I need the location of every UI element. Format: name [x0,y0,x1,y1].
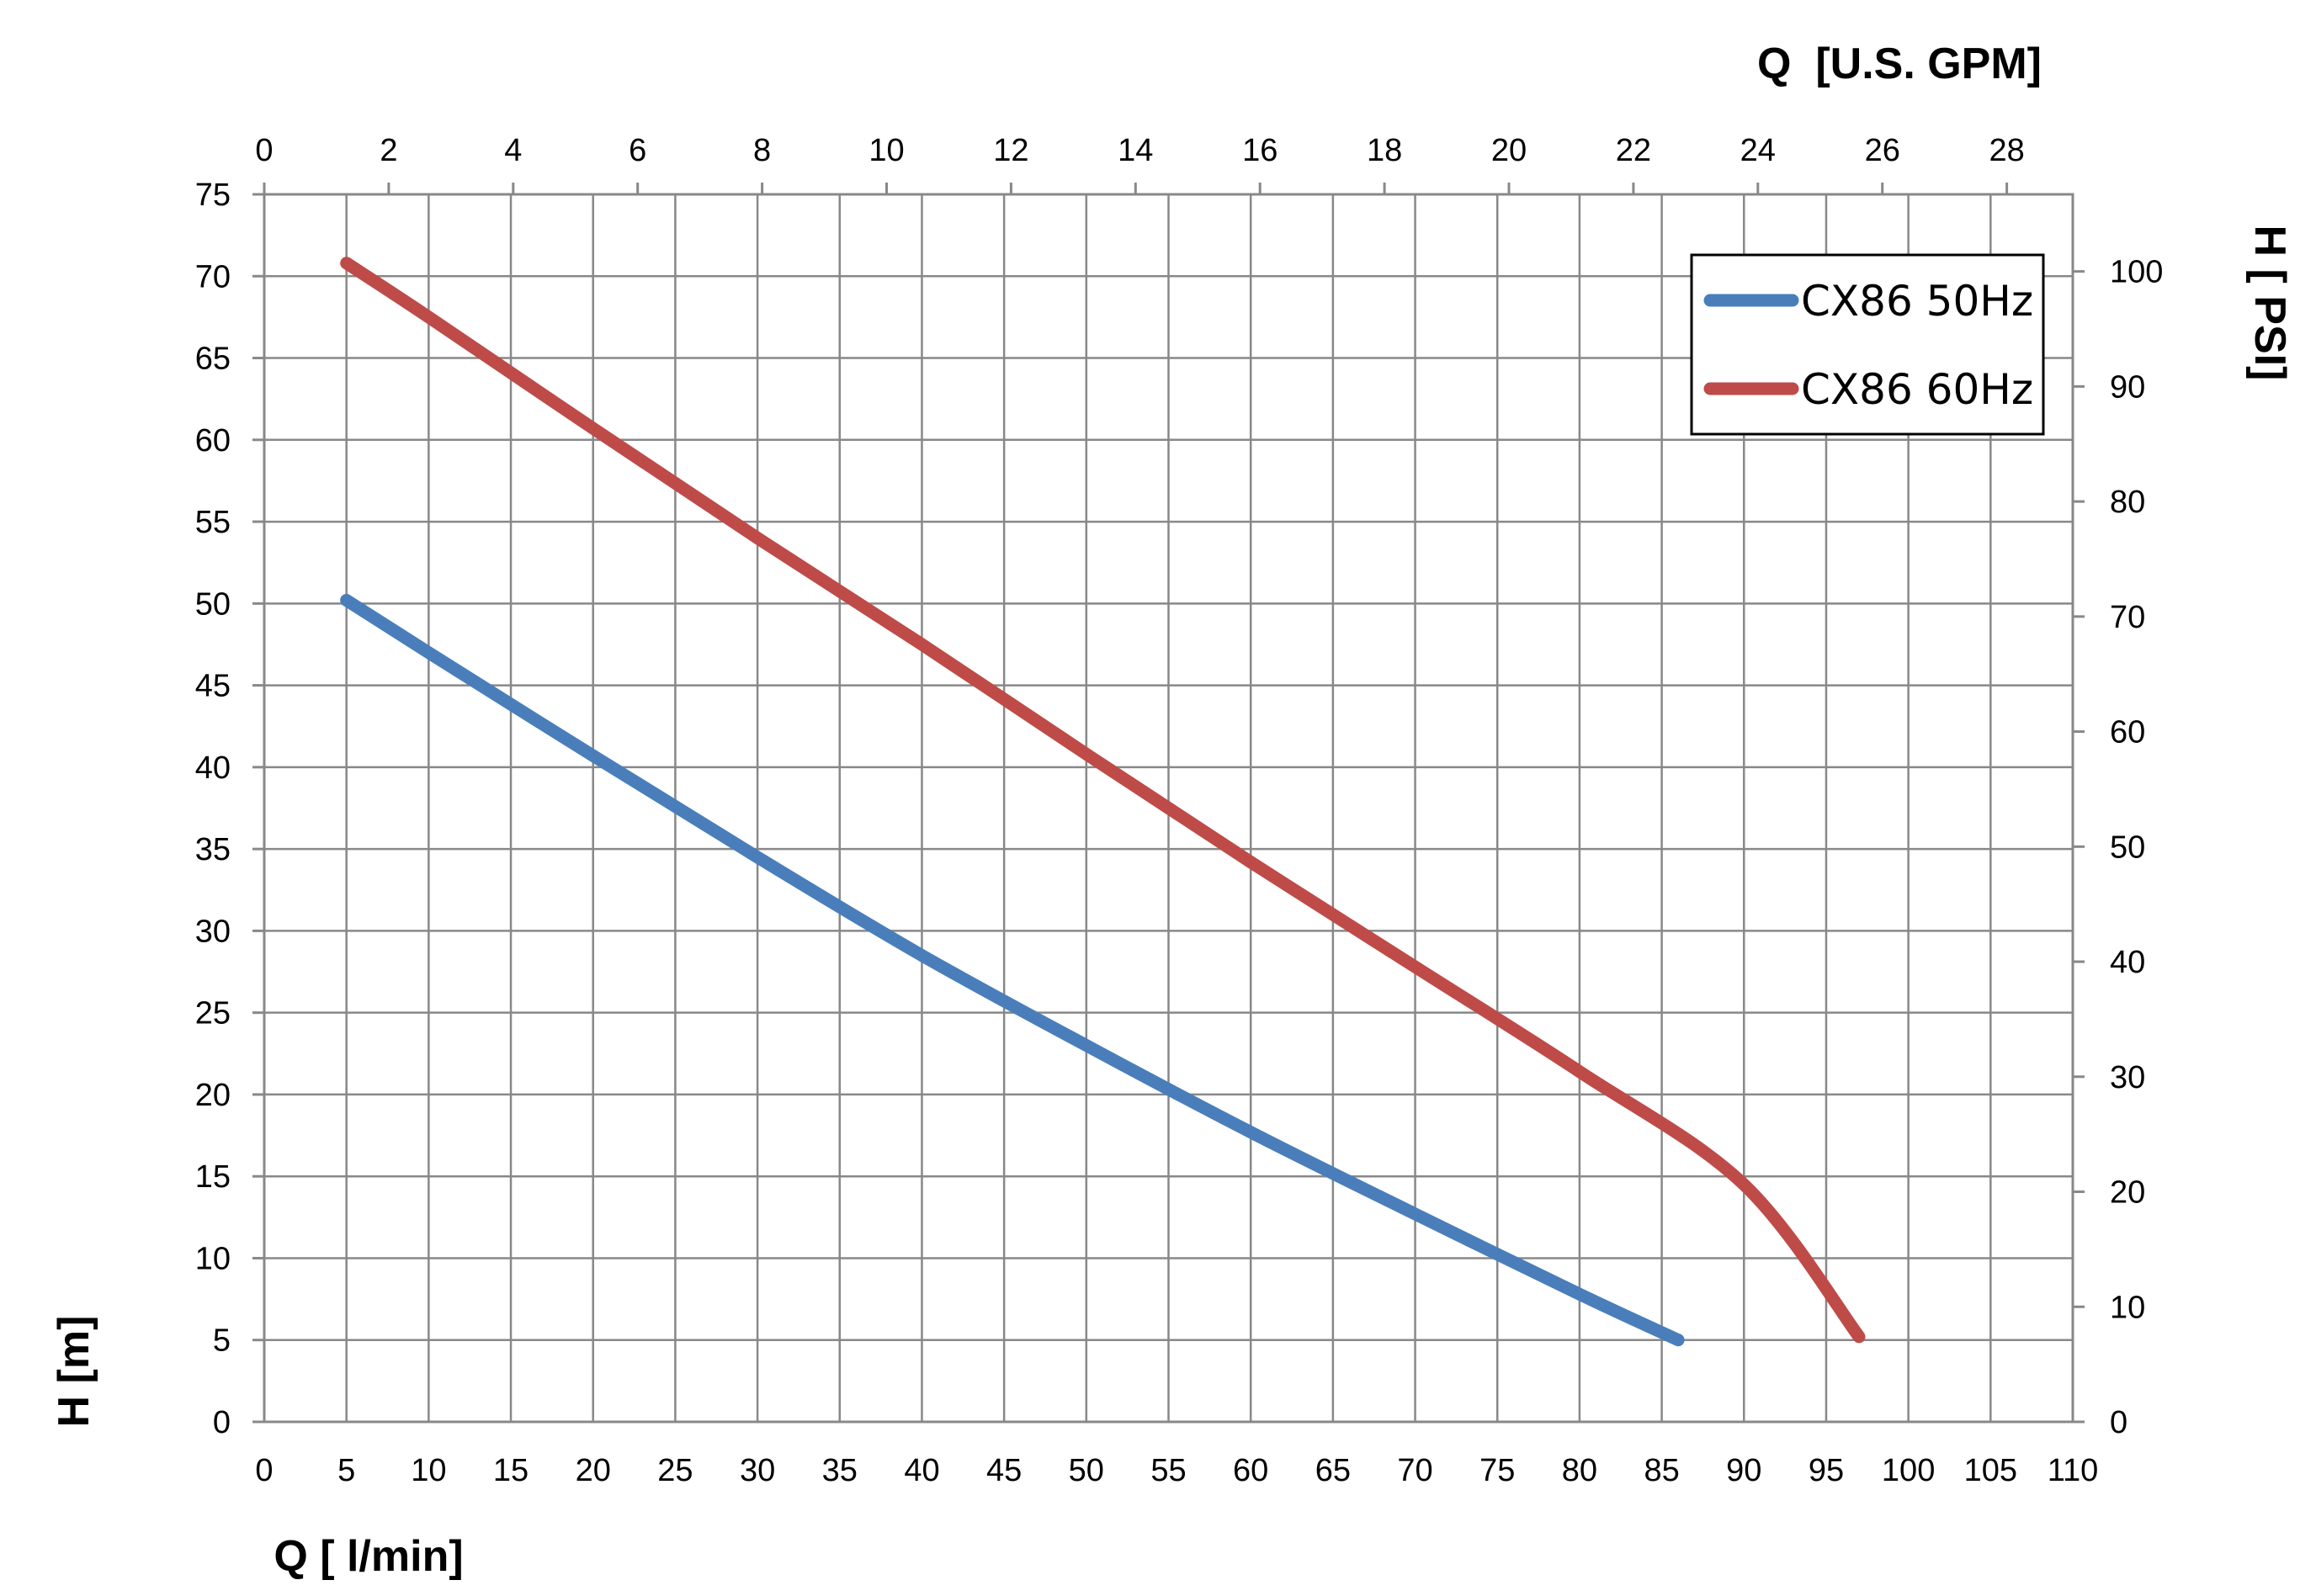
x-bottom-tick-label: 35 [822,1453,858,1488]
x-bottom-tick-label: 70 [1397,1453,1432,1488]
x-bottom-tick-label: 25 [657,1453,693,1488]
x-top-tick-label: 0 [255,133,273,168]
series-line-cx86-60hz [340,257,1866,1344]
y-left-tick-label: 30 [195,914,231,949]
y-right-tick-label: 50 [2110,830,2145,865]
y-left-tick-label: 10 [195,1241,231,1276]
x-top-tick-label: 22 [1616,133,1651,168]
y-left-tick-label: 60 [195,423,231,459]
x-bottom-tick-label: 90 [1726,1453,1761,1488]
legend-box [1690,253,2045,436]
x-bottom-tick-label: 60 [1233,1453,1268,1488]
y-right-tick-label: 90 [2110,369,2145,405]
x-top-tick-label: 18 [1367,133,1402,168]
y-right-tick-label: 20 [2110,1175,2145,1211]
x-top-tick-label: 8 [753,133,771,168]
legend-label-cx86-50hz: CX86 50Hz [1801,277,2033,326]
y-left-tick-label: 40 [195,750,231,786]
y-left-tick-label: 15 [195,1159,231,1195]
y-right-tick-label: 40 [2110,945,2145,980]
x-bottom-tick-label: 85 [1644,1453,1679,1488]
x-bottom-tick-label: 110 [2048,1453,2099,1488]
x-bottom-tick-label: 100 [1882,1453,1935,1488]
x-top-axis-title: Q [U.S. GPM] [1757,40,2042,88]
y-left-tick-label: 35 [195,832,231,867]
x-top-tick-label: 12 [993,133,1028,168]
legend-label-cx86-60hz: CX86 60Hz [1801,365,2033,414]
x-top-tick-label: 20 [1491,133,1527,168]
y-right-tick-label: 30 [2110,1060,2145,1095]
y-left-tick-label: 50 [195,586,231,622]
y-left-tick-label: 75 [195,178,231,213]
x-bottom-tick-label: 55 [1150,1453,1186,1488]
x-bottom-tick-label: 40 [904,1453,939,1488]
y-left-tick-label: 0 [213,1405,231,1440]
x-bottom-tick-label: 65 [1315,1453,1351,1488]
y-left-tick-label: 25 [195,996,231,1031]
x-top-tick-label: 28 [1989,133,2024,168]
ticks-layer: 0 5 10 15 20 25 30 35 40 45 50 55 60 65 70 75 80 85 90 95 10… [195,133,2164,1488]
x-top-tick-label: 26 [1865,133,1900,168]
x-top-tick-label: 6 [629,133,646,168]
series-layer [340,257,1866,1347]
x-bottom-tick-label: 0 [255,1453,273,1488]
x-bottom-tick-label: 75 [1479,1453,1515,1488]
x-bottom-tick-label: 95 [1809,1453,1844,1488]
x-top-tick-label: 16 [1242,133,1278,168]
legend: CX86 50Hz CX86 60Hz [1690,253,2045,436]
y-left-tick-label: 45 [195,669,231,704]
y-left-tick-label: 20 [195,1078,231,1113]
plot-border [263,193,2074,1424]
y-right-tick-label: 100 [2110,255,2163,290]
x-bottom-tick-label: 105 [1964,1453,2017,1488]
y-left-tick-label: 5 [213,1323,231,1359]
y-left-tick-label: 70 [195,259,231,294]
y-left-tick-label: 55 [195,505,231,540]
x-bottom-tick-label: 20 [576,1453,611,1488]
x-bottom-tick-label: 45 [986,1453,1022,1488]
x-bottom-tick-label: 80 [1562,1453,1597,1488]
x-top-tick-label: 14 [1118,133,1153,168]
x-bottom-tick-label: 30 [740,1453,775,1488]
y-right-axis-title: H [ PSI] [2245,225,2294,381]
y-left-tick-label: 65 [195,342,231,377]
x-top-tick-label: 10 [868,133,904,168]
y-right-tick-label: 0 [2110,1405,2127,1440]
y-right-tick-label: 60 [2110,715,2145,750]
x-bottom-axis-title: Q [ l/min] [274,1532,463,1581]
y-right-tick-label: 80 [2110,485,2145,520]
x-top-tick-label: 24 [1740,133,1776,168]
series-line-cx86-50hz [340,593,1685,1347]
x-bottom-tick-label: 5 [337,1453,355,1488]
x-bottom-tick-label: 50 [1069,1453,1104,1488]
y-left-axis-title: H [m] [50,1316,98,1428]
x-bottom-tick-label: 10 [411,1453,446,1488]
x-bottom-tick-label: 15 [493,1453,529,1488]
x-top-tick-label: 4 [504,133,522,168]
x-top-tick-label: 2 [380,133,397,168]
y-right-tick-label: 10 [2110,1290,2145,1325]
y-right-tick-label: 70 [2110,600,2145,635]
